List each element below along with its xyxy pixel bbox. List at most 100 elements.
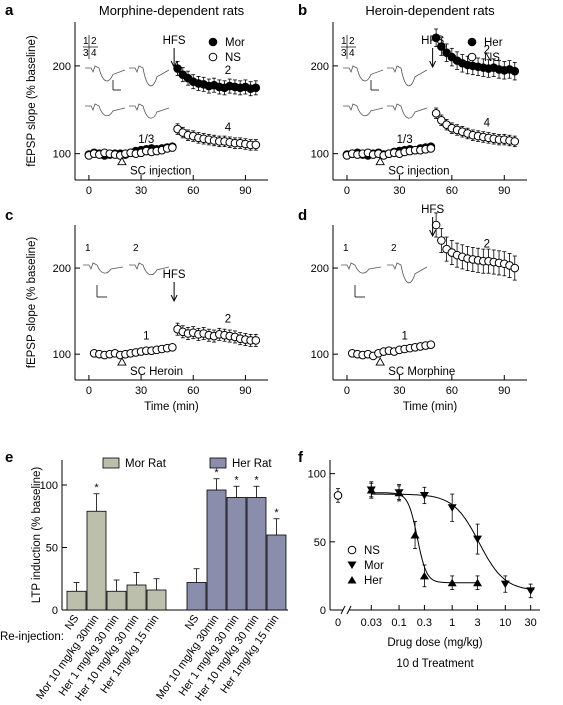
point-label-4: 4 (484, 117, 491, 129)
bar-series-mor-rat: * (66, 482, 167, 611)
inset-number: 3 (341, 48, 347, 59)
data-point (173, 64, 182, 73)
y-tick-label: 100 (311, 149, 329, 161)
inset-number: 4 (91, 48, 97, 59)
panel-f: f 0 50 100 0 0.03 0.1 0.3 1 3 10 30 Drug dose (mg/kg… (298, 449, 540, 670)
series-d (347, 212, 520, 361)
trace (387, 262, 428, 284)
y-axis-label: fEPSP slope (% baseline) (26, 35, 38, 167)
data-point (510, 66, 520, 76)
panel-title: Morphine-dependent rats (99, 3, 245, 18)
legend-marker (467, 52, 477, 62)
point-label-1: 1 (401, 331, 407, 343)
significance-marker: * (274, 507, 279, 519)
y-axis-label: fEPSP slope (% baseline) (26, 237, 38, 369)
trace (129, 262, 170, 276)
bar (266, 534, 287, 611)
x-tick-label: 0 (344, 185, 350, 197)
data-point (473, 578, 483, 587)
y-tick-label: 50 (314, 537, 326, 549)
panel-label: e (5, 449, 13, 466)
x-tick-label: 30 (135, 385, 147, 397)
bar (106, 590, 127, 611)
inset-number: 2 (349, 36, 355, 47)
inset-number: 2 (391, 243, 397, 254)
trace (341, 262, 382, 274)
x-tick-label: 60 (446, 385, 458, 397)
hfs-label: HFS (421, 35, 444, 47)
inset-number: 1 (85, 243, 91, 254)
x-tick-label: 90 (239, 185, 251, 197)
trace (129, 103, 170, 119)
injection-marker (117, 357, 127, 366)
x-axis-label: Re-injection: (0, 631, 64, 643)
trace (83, 262, 124, 274)
data-point (447, 504, 457, 512)
y-tick-label: 0 (320, 605, 326, 617)
injection-label: SC injection (130, 166, 191, 178)
point-label-1-3: 1/3 (138, 134, 154, 146)
data-point (437, 42, 446, 51)
x-tick-label: 0 (335, 617, 341, 629)
series-mor (366, 482, 536, 599)
hfs-arrowhead (429, 229, 437, 238)
inset-number: 1 (343, 243, 349, 254)
data-point (473, 535, 483, 544)
data-point (366, 486, 376, 494)
legend-label: NS (484, 52, 500, 64)
x-tick-label: 3 (474, 617, 480, 629)
panel-label: d (298, 207, 307, 224)
x-tick-label: 60 (446, 185, 458, 197)
axis-break (340, 605, 346, 615)
trace (387, 103, 428, 119)
category-label: NS (183, 613, 202, 632)
panel-label: c (5, 207, 13, 224)
trace (343, 65, 384, 82)
hfs-arrowhead (170, 60, 178, 69)
bar (246, 497, 267, 611)
data-point (168, 143, 177, 152)
legend-label: Her (484, 37, 503, 49)
panel-a: a Morphine-dependent rats 100 200 0 30 60 90 fEP… (5, 2, 268, 197)
hfs-label: HFS (421, 204, 444, 216)
inset-traces: 1 23 4 (83, 35, 170, 119)
x-tick-label: 0.1 (391, 617, 406, 629)
inset-number: 2 (91, 36, 97, 47)
category-label: NS (63, 613, 82, 632)
bar (86, 510, 107, 611)
legend-label: Mor Rat (125, 458, 167, 470)
legend-marker (208, 37, 218, 47)
x-tick-label: 60 (187, 185, 199, 197)
x-tick-label: 0 (344, 385, 350, 397)
legend-label: Mor (364, 560, 384, 572)
bar (226, 497, 247, 611)
x-tick-label: 0.03 (361, 617, 382, 629)
series-ns (342, 107, 520, 160)
significance-marker: * (234, 474, 239, 486)
bar (126, 584, 147, 611)
data-point (410, 531, 420, 539)
x-tick-label: 90 (498, 385, 510, 397)
legend-marker (347, 561, 357, 569)
hfs-label: HFS (163, 269, 186, 281)
hfs-arrowhead (429, 60, 437, 69)
x-tick-label: 30 (525, 617, 537, 629)
x-axis-label: Time (min) (403, 401, 458, 413)
x-tick-label: 0 (86, 385, 92, 397)
data-point (251, 140, 261, 150)
injection-label: SC Heroin (130, 366, 183, 378)
x-tick-label: 10 (499, 617, 511, 629)
bar (206, 489, 227, 611)
legend-swatch (209, 457, 227, 469)
x-tick-label: 90 (498, 185, 510, 197)
data-point (431, 220, 441, 230)
trace (85, 65, 126, 82)
panel-title: Heroin-dependent rats (365, 3, 495, 18)
legend-label: Her Rat (232, 458, 272, 470)
x-tick-label: 1 (449, 617, 455, 629)
inset-number: 1 (83, 36, 89, 47)
point-label-1-3: 1/3 (397, 134, 413, 146)
